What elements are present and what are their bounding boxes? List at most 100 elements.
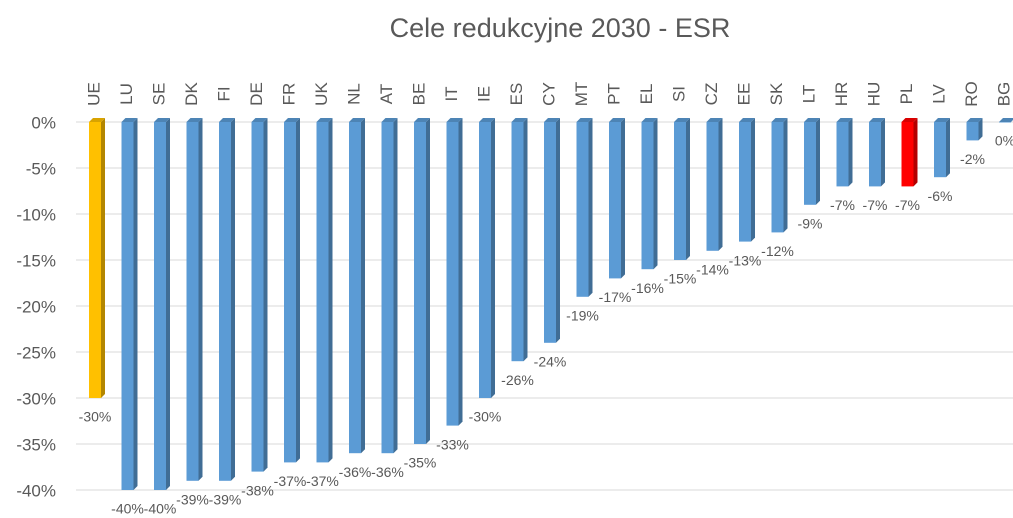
bar-top [576,118,593,122]
bar [186,122,199,481]
bar-top [414,118,430,122]
bar-side [426,118,430,444]
value-label: -30% [469,409,502,425]
bar [706,122,719,251]
x-tick-label: AT [377,84,396,104]
bar-side [556,118,560,343]
x-tick-label: LT [799,85,818,104]
bar-side [751,118,755,242]
bar [284,122,296,463]
bar-side [881,118,885,187]
bar [966,122,979,141]
x-tick-label: BG [994,82,1013,107]
x-tick-label: UK [312,82,331,106]
x-tick-label: LV [929,84,948,104]
bar [349,122,361,454]
x-tick-label: SI [669,86,688,102]
value-label: -15% [664,271,697,287]
y-tick-label: -30% [16,389,56,408]
x-tick-label: ES [507,83,526,106]
bar-top [381,118,398,122]
bar-top [674,118,690,122]
value-label: 0% [995,133,1013,149]
bar-side [783,118,788,233]
bar-side [653,118,658,270]
y-tick-label: -15% [16,251,56,270]
value-label: -36% [339,464,372,480]
bar [674,122,686,260]
bar [836,122,849,187]
value-label: -7% [863,197,888,213]
bar-top [251,118,268,122]
bar [511,122,524,362]
bar-side [848,118,853,187]
bar-top [869,118,885,122]
bar [771,122,784,233]
y-tick-label: -10% [16,205,56,224]
bar [414,122,426,444]
y-tick-label: -25% [16,343,56,362]
value-label: -14% [696,262,729,278]
bar-side [588,118,593,297]
bar-top [609,118,625,122]
x-tick-label: CZ [702,83,721,106]
bar [576,122,589,297]
bar-top [284,118,300,122]
bar [121,122,134,490]
x-tick-label: NL [344,83,363,105]
bar [479,122,491,398]
y-tick-label: 0% [31,113,56,132]
bar-top [219,118,235,122]
bar-top [186,118,203,122]
bar-top [804,118,820,122]
bar [739,122,751,242]
bar-side [458,118,463,426]
bar-top [771,118,788,122]
bar-side [946,118,950,178]
bar-side [913,118,918,187]
bar-top [836,118,853,122]
value-label: -7% [895,197,920,213]
x-tick-label: EL [637,84,656,105]
bar-side [718,118,723,251]
value-label: -16% [631,280,664,296]
x-tick-label: RO [962,81,981,107]
x-tick-label: UE [84,82,103,106]
value-label: -7% [830,197,855,213]
value-label: -24% [534,354,567,370]
bar-side [816,118,820,205]
x-tick-label: EE [734,83,753,106]
value-label: -39% [176,492,209,508]
bar [804,122,816,205]
bar-top [966,118,983,122]
value-label: -19% [566,308,599,324]
bar [901,122,914,187]
value-label: -13% [729,252,762,268]
x-tick-label: MT [572,82,591,107]
value-label: -37% [274,473,307,489]
bar-side [621,118,625,279]
bar-top [349,118,365,122]
value-label: -40% [144,501,177,517]
x-tick-label: DE [247,82,266,106]
bar-side [166,118,170,490]
y-tick-label: -20% [16,297,56,316]
bar-top [706,118,723,122]
value-label: -39% [209,492,242,508]
bar-side [263,118,268,472]
bar-side [361,118,365,454]
bar-side [101,118,105,398]
bar [934,122,946,178]
x-tick-label: BE [409,83,428,106]
bar-top [901,118,918,122]
bar [89,122,101,398]
value-label: -9% [798,216,823,232]
value-label: -40% [111,501,144,517]
bar-side [978,118,983,141]
bar [609,122,621,279]
y-tick-label: -5% [26,159,56,178]
x-tick-label: FI [214,86,233,101]
bar-top [739,118,755,122]
bar-side [328,118,333,463]
